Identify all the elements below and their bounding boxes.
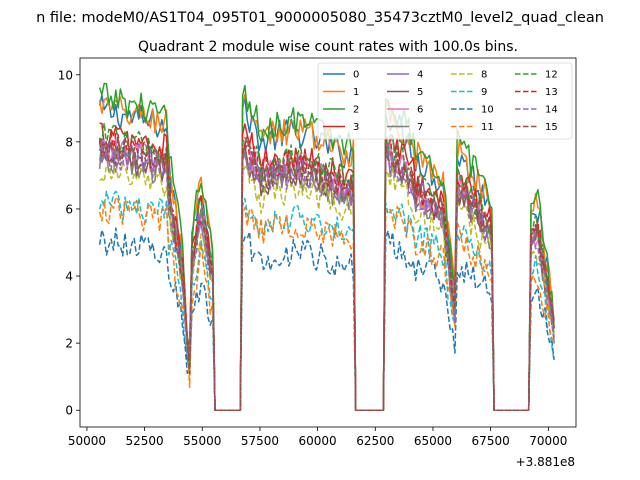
figure-suptitle: n file: modeM0/AS1T04_095T01_9000005080_… [36,10,604,26]
legend-box [317,62,573,140]
legend-label-9: 9 [481,87,487,98]
legend-label-12: 12 [545,70,558,81]
x-tick-label: 60000 [299,434,337,448]
x-tick-label: 70000 [529,434,567,448]
x-axis: 50000 52500 55000 57500 60000 62500 65000 67500… [68,427,567,448]
y-tick-label: 2 [65,337,73,351]
series-line-12 [99,122,555,411]
x-offset-label: +3.881e8 [516,455,575,469]
y-tick-label: 0 [65,404,73,418]
legend-label-15: 15 [545,122,558,133]
legend-label-11: 11 [481,122,494,133]
x-tick-label: 55000 [183,434,221,448]
x-tick-label: 67500 [472,434,510,448]
legend-label-10: 10 [481,105,494,116]
x-tick-label: 62500 [356,434,394,448]
x-tick-label: 52500 [126,434,164,448]
series-line-14 [98,139,555,411]
chart-title: Quadrant 2 module wise count rates with … [138,39,518,55]
y-tick-label: 4 [65,270,73,284]
legend-label-0: 0 [353,70,359,81]
legend-label-8: 8 [481,70,487,81]
series-line-10 [98,227,555,411]
x-tick-label: 57500 [241,434,279,448]
y-tick-label: 8 [65,135,73,149]
y-axis: 0 2 4 6 8 10 [58,68,80,418]
legend-label-4: 4 [417,70,423,81]
series-line-11 [98,196,555,411]
legend-label-14: 14 [545,105,558,116]
legend-label-7: 7 [417,122,423,133]
legend-label-2: 2 [353,105,359,116]
y-tick-label: 10 [58,68,73,82]
legend-label-6: 6 [417,105,423,116]
legend-label-1: 1 [353,87,359,98]
legend-label-5: 5 [417,87,423,98]
legend-label-13: 13 [545,87,558,98]
series-line-15 [98,136,555,411]
legend-label-3: 3 [353,122,359,133]
y-tick-label: 6 [65,202,73,216]
x-tick-label: 50000 [68,434,106,448]
axes-frame [79,57,577,428]
x-tick-label: 65000 [414,434,452,448]
